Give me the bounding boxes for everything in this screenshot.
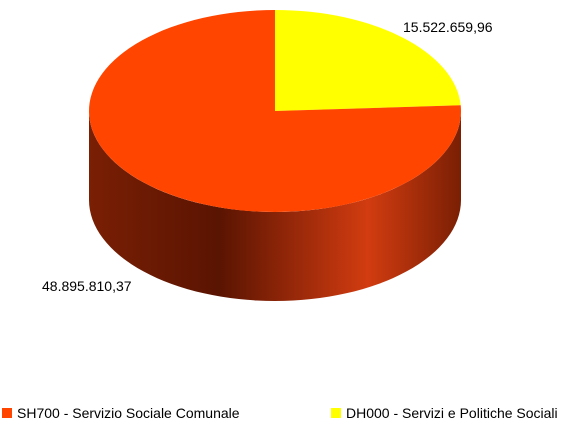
legend-item-dh000: DH000 - Servizi e Politiche Sociali xyxy=(331,405,558,421)
pie-slice-sh700 xyxy=(89,10,461,212)
legend-item-sh700: SH700 - Servizio Sociale Comunale xyxy=(2,405,240,421)
pie-side-sh700 xyxy=(89,111,461,301)
data-label-sh700: 48.895.810,37 xyxy=(42,278,132,294)
legend-swatch-sh700 xyxy=(2,408,12,418)
pie-slices xyxy=(89,10,461,212)
legend: SH700 - Servizio Sociale Comunale DH000 … xyxy=(0,405,579,425)
pie-depth xyxy=(89,111,461,301)
data-label-dh000: 15.522.659,96 xyxy=(403,19,493,35)
legend-swatch-dh000 xyxy=(331,408,341,418)
pie-slice-dh000 xyxy=(275,10,461,111)
legend-label-sh700: SH700 - Servizio Sociale Comunale xyxy=(17,405,240,421)
legend-label-dh000: DH000 - Servizi e Politiche Sociali xyxy=(346,405,558,421)
pie-data-labels: 48.895.810,37 15.522.659,96 xyxy=(42,19,493,294)
